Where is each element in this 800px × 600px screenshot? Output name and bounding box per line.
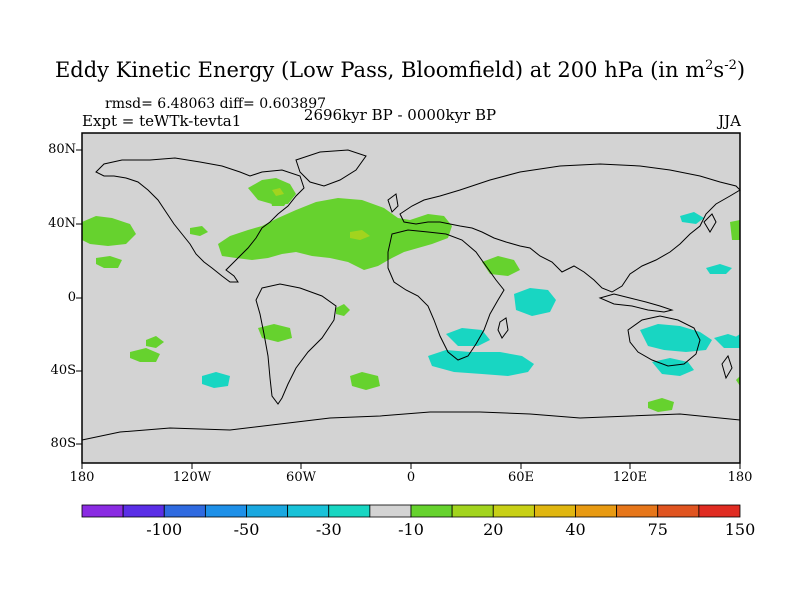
- colorbar-label: -50: [233, 520, 260, 539]
- negative-anomaly-regions: [202, 212, 740, 388]
- colorbar-swatch: [451, 504, 494, 518]
- map-title: Eddy Kinetic Energy (Low Pass, Bloomfiel…: [54, 58, 746, 82]
- lon-label-120e: 120E: [612, 470, 648, 485]
- coastline-europe-asia: [399, 163, 741, 293]
- positive-region-east-africa: [270, 192, 290, 206]
- lon-label-120w: 120W: [172, 470, 212, 485]
- coastline-africa: [387, 229, 505, 361]
- colorbar-swatch: [575, 504, 618, 518]
- coastline-indonesia: [598, 293, 674, 313]
- lat-label-40n: 40N: [48, 216, 76, 231]
- colorbar-label: 150: [724, 520, 756, 539]
- positive-region-east-pacific-south: [336, 304, 350, 316]
- positive-region-pacific-west: [82, 216, 136, 246]
- colorbar-swatch: [698, 504, 741, 518]
- lat-ticks: [76, 149, 82, 445]
- coastline-north-america: [95, 157, 305, 283]
- colorbar: [81, 504, 741, 518]
- colorbar-label: 75: [647, 520, 668, 539]
- colorbar-label: 40: [565, 520, 586, 539]
- coastline-british-isles: [387, 193, 399, 213]
- positive-region-chile: [130, 348, 160, 362]
- colorbar-swatch: [122, 504, 165, 518]
- coastline-australia: [627, 315, 701, 367]
- positive-light-regions: [272, 188, 370, 240]
- coastline-south-america: [255, 283, 337, 405]
- season-label: JJA: [718, 112, 741, 130]
- colorbar-label: 20: [483, 520, 504, 539]
- coastline-japan: [703, 213, 717, 233]
- negative-region-madagascar-south: [446, 328, 490, 346]
- positive-light-north: [272, 188, 284, 196]
- lat-label-40s: 40S: [50, 363, 76, 378]
- coastline-new-zealand: [721, 354, 733, 380]
- colorbar-swatch: [81, 504, 124, 518]
- positive-region-south-pacific-east: [736, 376, 740, 386]
- colorbar-label: -10: [398, 520, 424, 539]
- coastline-madagascar: [497, 317, 509, 339]
- lon-label-60w: 60W: [286, 470, 316, 485]
- negative-region-japan-east: [706, 264, 732, 274]
- colorbar-swatch: [204, 504, 247, 518]
- colorbar-swatch: [492, 504, 535, 518]
- colorbar-swatch: [328, 504, 371, 518]
- positive-region-arabia: [482, 256, 520, 276]
- positive-region-pacific-small: [96, 256, 122, 268]
- lon-label-180e: 180: [727, 470, 753, 485]
- negative-region-south-indian: [428, 350, 534, 376]
- positive-anomaly-regions: [82, 178, 740, 412]
- colorbar-swatch: [616, 504, 659, 518]
- coastline-greenland: [295, 149, 367, 187]
- coastlines: [81, 149, 741, 441]
- negative-region-australia-south: [652, 358, 694, 376]
- coastline-antarctica: [81, 411, 741, 441]
- colorbar-swatch: [246, 504, 289, 518]
- colorbar-swatch: [533, 504, 576, 518]
- positive-region-southern-ocean: [648, 398, 674, 412]
- colorbar-swatch: [369, 504, 412, 518]
- colorbar-swatch: [287, 504, 330, 518]
- negative-region-new-zealand: [734, 334, 740, 344]
- negative-region-australia-west: [640, 324, 712, 352]
- lat-label-80n: 80N: [48, 142, 76, 157]
- positive-region-south-atlantic: [350, 372, 380, 390]
- colorbar-swatch: [410, 504, 453, 518]
- lat-label-80s: 80S: [50, 436, 76, 451]
- lon-label-180w: 180: [69, 470, 95, 485]
- lon-ticks: [81, 463, 741, 469]
- lon-label-0: 0: [406, 470, 416, 485]
- positive-light-center: [350, 230, 370, 240]
- colorbar-label: -100: [146, 520, 183, 539]
- positive-region-southern-pacific: [146, 336, 164, 348]
- period-label: 2696kyr BP - 0000kyr BP: [303, 106, 497, 124]
- stats-line: rmsd= 6.48063 diff= 0.603897: [105, 96, 327, 112]
- negative-region-indian-ocean: [514, 288, 556, 316]
- experiment-label: Expt = teWTk-tevta1: [82, 112, 242, 130]
- positive-region-hawaii: [190, 226, 208, 236]
- negative-region-pacific-south: [202, 372, 230, 388]
- colorbar-swatch: [163, 504, 206, 518]
- colorbar-swatch: [657, 504, 700, 518]
- negative-region-tasman: [714, 334, 740, 348]
- negative-region-north-pacific: [680, 212, 704, 224]
- lon-label-60e: 60E: [507, 470, 535, 485]
- lat-label-0: 0: [67, 290, 76, 305]
- positive-region-pacific-south: [258, 324, 292, 342]
- positive-region-north-atlantic: [218, 198, 452, 270]
- colorbar-label: -30: [315, 520, 342, 539]
- positive-region-east-pacific-west: [730, 220, 740, 240]
